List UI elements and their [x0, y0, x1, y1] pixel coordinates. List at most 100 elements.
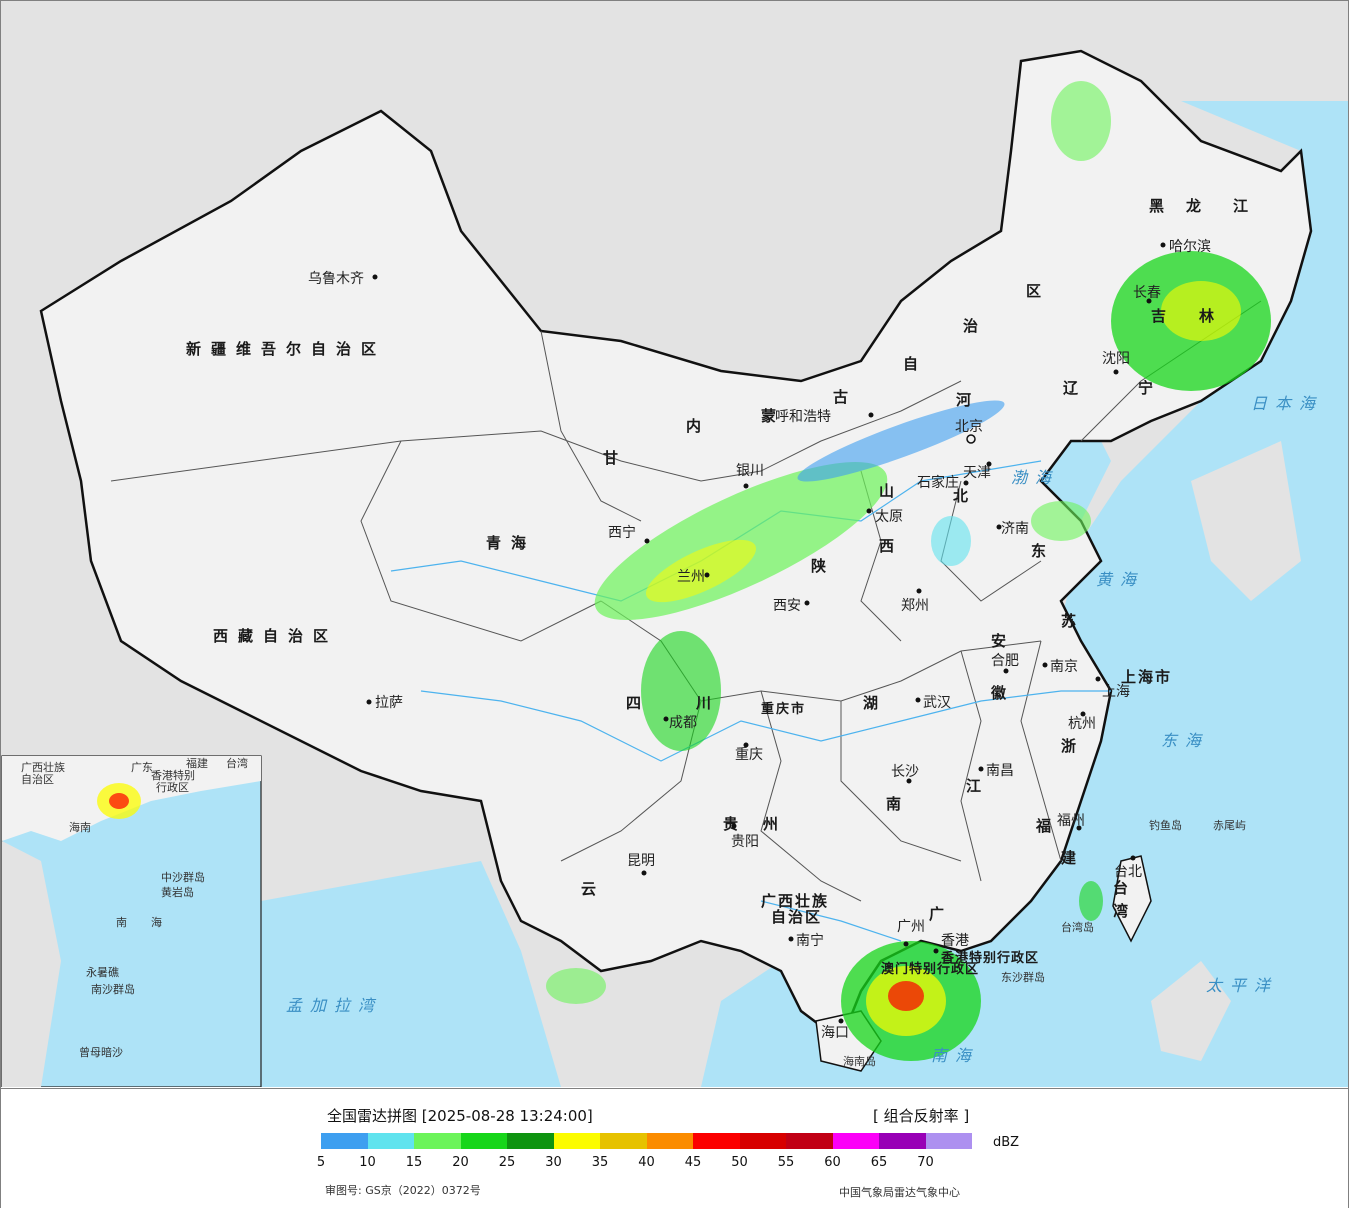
color-scale-tick: 60: [824, 1155, 841, 1170]
region-label-hu: 湖: [863, 694, 888, 712]
sea-label-pacific: 太平洋: [1206, 976, 1278, 995]
city-markers: 乌鲁木齐 拉萨 西宁 兰州 银川 呼和浩特 北京 天津 石家庄 太原 济南 郑州…: [308, 239, 1211, 1041]
city-shanghai: 上海: [1102, 684, 1130, 700]
city-yinchuan: 银川: [736, 463, 764, 479]
color-swatch: [600, 1133, 647, 1149]
region-label-macau: 澳门特别行政区: [881, 961, 979, 977]
island-label-hainan: 海南岛: [843, 1054, 876, 1068]
region-label-xizang: 西藏自治区: [213, 627, 338, 645]
city-xining: 西宁: [608, 524, 636, 541]
philippines: [1151, 961, 1231, 1061]
region-label-nan: 南: [886, 795, 911, 813]
region-label-wan: 湾: [1113, 902, 1138, 920]
city-changchun: 长春: [1133, 285, 1161, 301]
legend-panel: 全国雷达拼图 [2025-08-28 13:24:00] [ 组合反射率 ] d…: [1, 1088, 1348, 1208]
city-wuhan: 武汉: [923, 695, 951, 711]
region-label-xi: 西: [879, 537, 904, 555]
region-label-si: 四: [626, 694, 651, 712]
color-scale-tick: 20: [452, 1155, 469, 1170]
color-scale-tick: 25: [498, 1155, 516, 1170]
city-jinan: 济南: [1001, 521, 1029, 537]
city-zhengzhou: 郑州: [901, 598, 929, 614]
color-scale-tick: 5: [316, 1155, 326, 1170]
sea-label-yellow: 黄海: [1096, 570, 1144, 589]
sea-label-bengal: 孟加拉湾: [286, 996, 382, 1015]
city-nanchang: 南昌: [986, 763, 1014, 779]
region-label-gan: 甘: [603, 449, 628, 467]
inset-label-hai: 海: [151, 915, 162, 929]
region-label-gu: 古: [833, 388, 858, 406]
region-label-chongqing: 重庆市: [761, 701, 806, 717]
region-label-shaan: 陕: [811, 557, 836, 575]
inset-label-hainan: 海南: [69, 820, 91, 834]
color-scale-tick: 35: [591, 1155, 609, 1170]
region-label-guangxi: 广西壮族: [761, 892, 829, 910]
island-label-chiwei: 赤尾屿: [1213, 819, 1246, 832]
city-taiyuan: 太原: [875, 509, 903, 525]
approval-number: 审图号: GS京（2022）0372号: [325, 1184, 481, 1197]
china-radar-map: 广西壮族 自治区 广东 福建 台湾 香港特别 行政区 海南 南 海 中沙群岛 黄…: [1, 1, 1348, 1087]
city-hongkong: 香港: [941, 933, 969, 949]
region-label-hei: 黑: [1149, 197, 1174, 215]
color-swatch: [739, 1133, 786, 1149]
region-label-xinjiang: 新疆维吾尔自治区: [186, 340, 386, 358]
eastern-sea: [701, 101, 1348, 1087]
color-swatch: [646, 1133, 693, 1149]
region-label-an: 安: [991, 632, 1016, 650]
region-label-hui: 徽: [990, 684, 1016, 702]
color-swatch: [507, 1133, 554, 1149]
color-scale-tick: 10: [359, 1155, 376, 1170]
inset-label-zhongsha: 中沙群岛: [161, 870, 205, 884]
color-scale-tick: 45: [684, 1155, 702, 1170]
city-hohhot: 呼和浩特: [775, 409, 831, 425]
korea-peninsula: [1191, 441, 1301, 601]
region-label-jian: 建: [1061, 849, 1086, 867]
color-scale-tick: 65: [870, 1155, 888, 1170]
city-changsha: 长沙: [891, 764, 919, 780]
inset-label-zizhiqu: 自治区: [21, 772, 54, 786]
region-label-gui: 贵: [723, 815, 748, 833]
region-label-ji: 吉: [1151, 307, 1176, 325]
inset-label-zengmu: 曾母暗沙: [79, 1045, 123, 1059]
region-label-fu: 福: [1035, 817, 1061, 835]
color-swatch: [321, 1133, 368, 1149]
region-label-meng: 蒙: [761, 407, 786, 425]
color-scale-tick: 70: [917, 1155, 934, 1170]
color-swatch: [832, 1133, 879, 1149]
inset-label-fujian: 福建: [186, 756, 208, 770]
color-scale-ticks: 5 10 15 20 25 30 35 40 45 50 55 60 65 70: [1, 1155, 1348, 1173]
inset-label-guangxi: 广西壮族: [21, 760, 65, 774]
sea-label-bohai: 渤海: [1011, 468, 1059, 487]
color-swatch: [460, 1133, 507, 1149]
city-shenyang: 沈阳: [1102, 351, 1130, 367]
city-shijiazhuang: 石家庄: [917, 474, 959, 491]
city-beijing: 北京: [955, 419, 983, 435]
sea-label-south: 南海: [931, 1046, 979, 1065]
color-swatch: [925, 1133, 972, 1149]
inset-label-hk2: 行政区: [156, 780, 189, 794]
city-hangzhou: 杭州: [1068, 716, 1096, 732]
city-nanjing: 南京: [1050, 659, 1078, 675]
region-label-hk: 香港特别行政区: [940, 950, 1039, 966]
color-scale-tick: 55: [777, 1155, 795, 1170]
region-label-jiang: 江: [1233, 197, 1258, 215]
region-label-bei: 北: [953, 487, 978, 505]
inset-label-guangdong: 广东: [131, 761, 153, 774]
region-label-zhi: 治: [963, 317, 988, 335]
city-chongqing: 重庆: [735, 747, 763, 763]
color-swatch: [786, 1133, 833, 1149]
region-label-su: 苏: [1061, 612, 1086, 630]
color-swatch: [553, 1133, 600, 1149]
region-label-long: 龙: [1185, 197, 1211, 215]
region-label-yun: 云: [581, 880, 606, 898]
city-harbin: 哈尔滨: [1169, 239, 1211, 255]
city-lanzhou: 兰州: [677, 569, 705, 585]
color-scale-tick: 50: [731, 1155, 748, 1170]
sea-label-japan: 日本海: [1251, 394, 1323, 413]
region-label-lin: 林: [1199, 307, 1224, 325]
bay-of-bengal: [261, 861, 561, 1087]
city-guiyang: 贵阳: [731, 834, 759, 850]
city-haikou: 海口: [821, 1025, 849, 1041]
data-source: 中国气象局雷达气象中心: [839, 1186, 960, 1199]
